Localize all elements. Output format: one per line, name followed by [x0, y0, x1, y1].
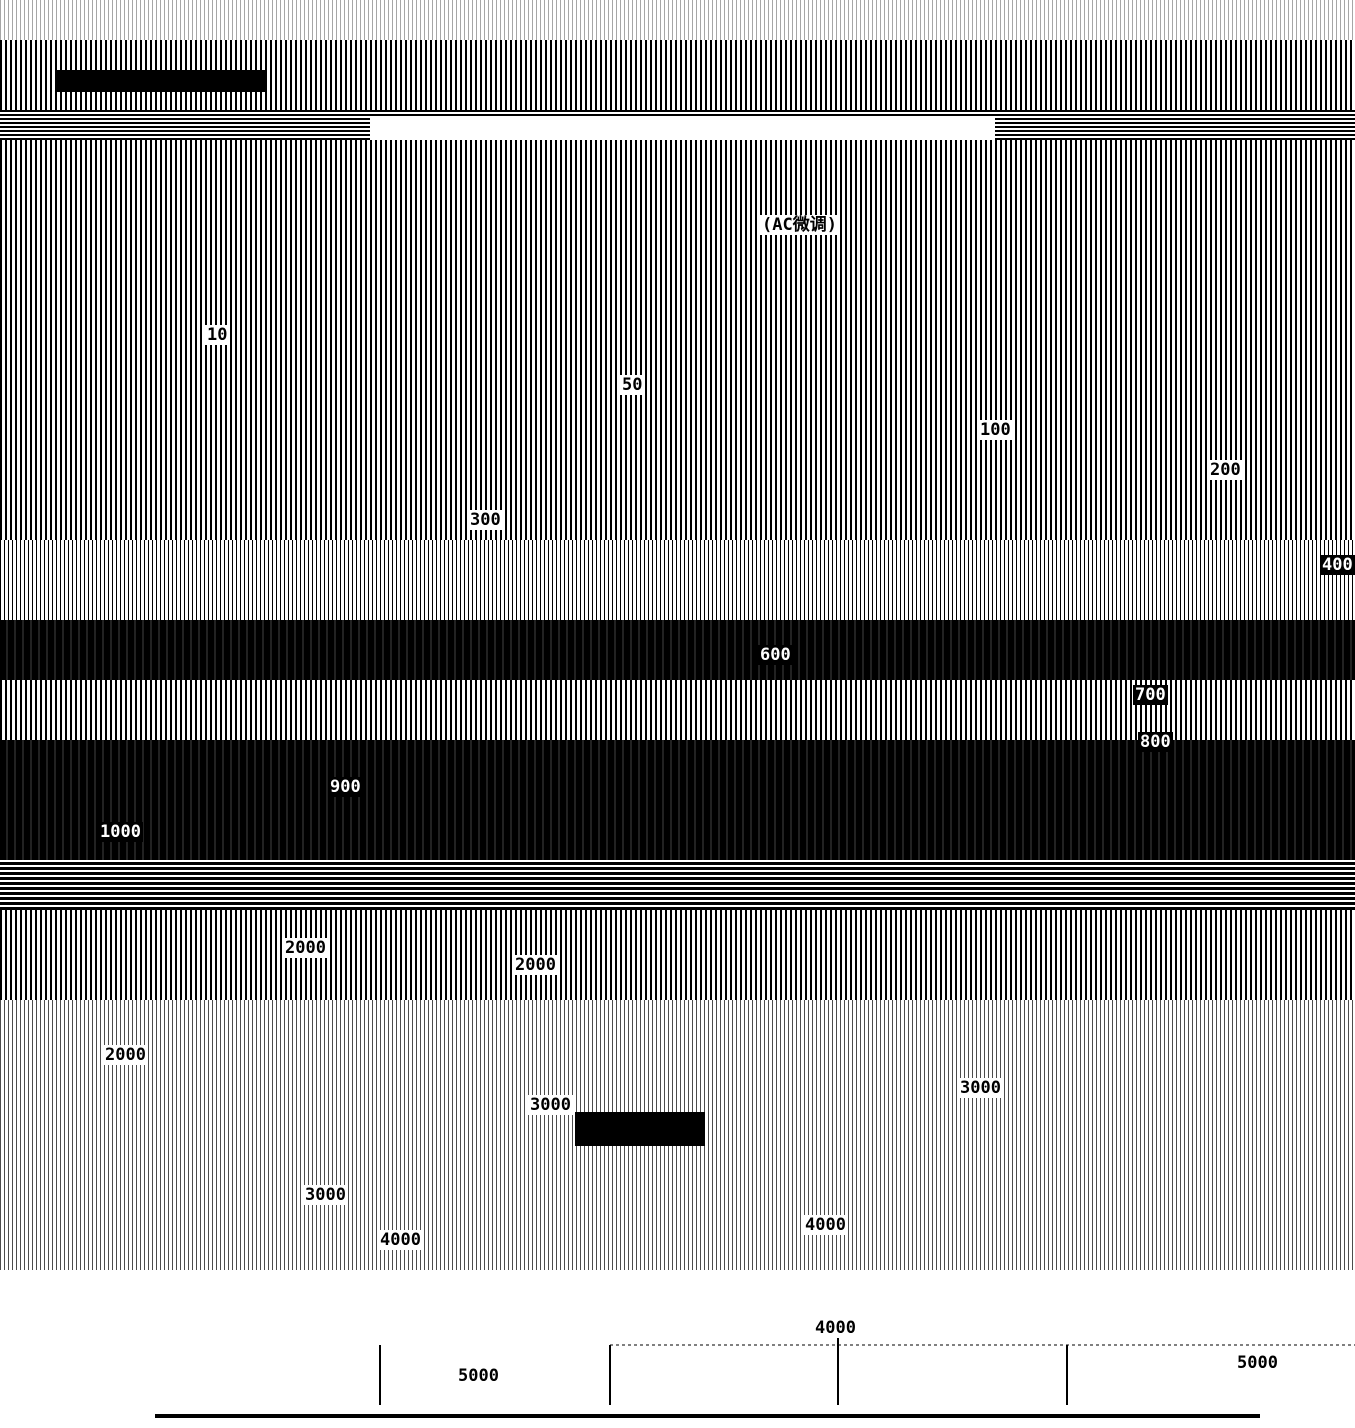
input-box [370, 118, 995, 140]
scale-label: 1000 [98, 822, 143, 842]
striped-band [0, 860, 1355, 910]
ruler [0, 1300, 1355, 1428]
dark-band-1 [0, 620, 1355, 680]
bar-band [0, 540, 1355, 620]
dark-band-2 [0, 740, 1355, 860]
glitched-screen: (AC微调) 10 50 100 200 300 400 600 700 800 900 1000 20… [0, 0, 1355, 1428]
scale-label: 300 [468, 510, 503, 530]
scale-label: 5000 [456, 1366, 501, 1386]
scale-label: 50 [620, 375, 644, 395]
black-block [55, 70, 267, 92]
scale-label: 2000 [103, 1045, 148, 1065]
scale-label: 400 [1320, 555, 1355, 575]
scale-label: 4000 [378, 1230, 423, 1250]
scale-label: 4000 [813, 1318, 858, 1338]
mode-label: (AC微调) [760, 215, 839, 235]
scale-label: 10 [205, 325, 229, 345]
upper-area [0, 140, 1355, 540]
scale-label: 2000 [513, 955, 558, 975]
lower-band [0, 910, 1355, 1000]
scale-label: 800 [1138, 732, 1173, 752]
scale-label: 2000 [283, 938, 328, 958]
scale-label: 4000 [803, 1215, 848, 1235]
scale-label: 600 [758, 645, 793, 665]
scale-label: 3000 [528, 1095, 573, 1115]
scale-label: 100 [978, 420, 1013, 440]
ruler-svg [0, 1300, 1355, 1428]
scale-label: 700 [1133, 685, 1168, 705]
top-strip [0, 0, 1355, 40]
scale-label: 5000 [1235, 1353, 1280, 1373]
scale-label: 3000 [303, 1185, 348, 1205]
scale-label: 900 [328, 777, 363, 797]
scale-label: 200 [1208, 460, 1243, 480]
page: (AC微调) 10 50 100 200 300 400 600 700 800 900 1000 20… [0, 0, 1355, 1428]
black-block-2 [575, 1112, 705, 1146]
scale-label: 3000 [958, 1078, 1003, 1098]
